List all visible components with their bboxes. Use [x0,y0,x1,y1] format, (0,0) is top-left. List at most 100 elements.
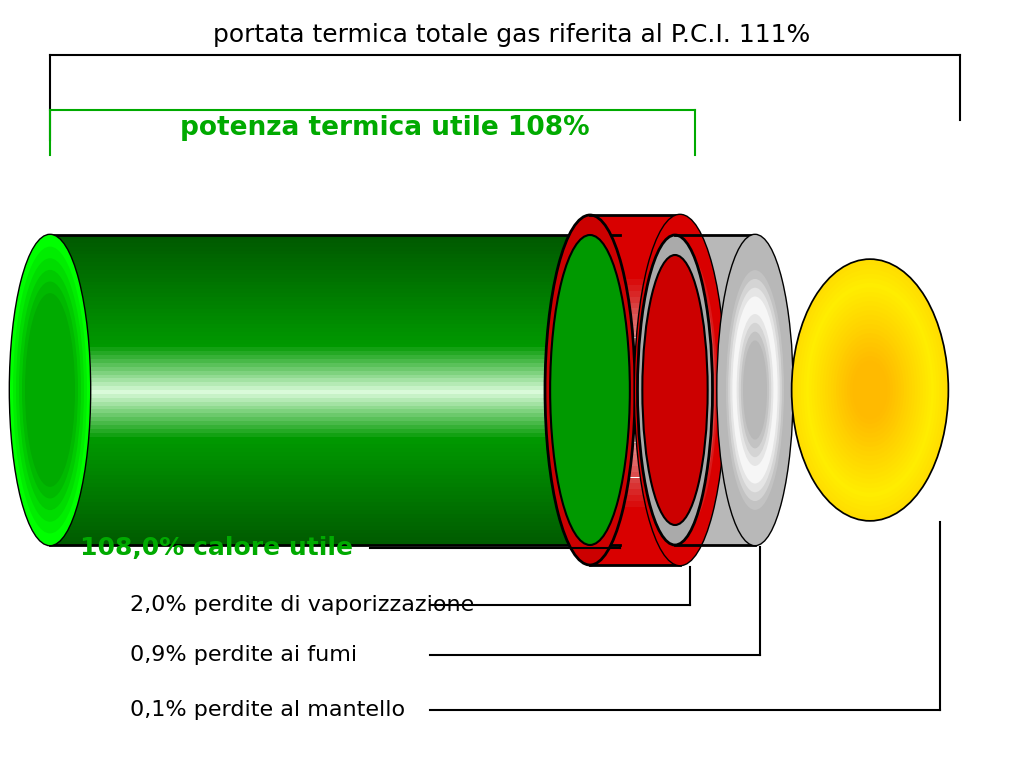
Polygon shape [590,507,680,512]
Ellipse shape [668,341,692,439]
Polygon shape [590,302,680,308]
Ellipse shape [16,259,84,522]
Polygon shape [50,351,620,355]
Polygon shape [50,285,620,289]
Ellipse shape [793,260,947,520]
Ellipse shape [718,235,793,545]
Text: 0,9% perdite ai fumi: 0,9% perdite ai fumi [130,645,357,665]
Polygon shape [590,477,680,483]
Ellipse shape [646,259,714,520]
Polygon shape [675,266,755,273]
Polygon shape [675,452,755,458]
Polygon shape [590,448,680,455]
Polygon shape [675,334,755,341]
Ellipse shape [793,260,947,520]
Polygon shape [50,429,620,433]
Polygon shape [50,456,620,460]
Ellipse shape [25,293,75,487]
Polygon shape [590,349,680,355]
Polygon shape [590,344,680,349]
Ellipse shape [855,366,885,415]
Ellipse shape [806,283,934,497]
Ellipse shape [743,341,767,440]
Polygon shape [590,221,680,226]
Polygon shape [50,243,620,247]
Polygon shape [50,378,620,382]
Ellipse shape [637,223,723,558]
Ellipse shape [638,235,713,545]
Polygon shape [590,465,680,472]
Polygon shape [675,402,755,408]
Ellipse shape [853,361,888,419]
Polygon shape [675,235,755,241]
Polygon shape [590,542,680,547]
Polygon shape [590,373,680,378]
Polygon shape [675,433,755,440]
Ellipse shape [741,332,769,448]
Polygon shape [590,530,680,536]
Ellipse shape [652,282,708,498]
Polygon shape [50,498,620,502]
Ellipse shape [658,305,702,476]
Polygon shape [590,437,680,443]
Polygon shape [675,260,755,266]
Polygon shape [50,293,620,297]
Polygon shape [50,433,620,437]
Polygon shape [50,297,620,301]
Polygon shape [590,273,680,279]
Polygon shape [675,446,755,452]
Polygon shape [590,256,680,262]
Polygon shape [50,281,620,285]
Polygon shape [590,390,680,396]
Polygon shape [50,483,620,487]
Ellipse shape [722,252,788,527]
Polygon shape [50,247,620,251]
Polygon shape [590,308,680,314]
Polygon shape [50,305,620,308]
Ellipse shape [34,328,66,452]
Polygon shape [590,297,680,302]
Ellipse shape [728,279,782,501]
Polygon shape [590,460,680,465]
Polygon shape [675,347,755,353]
Polygon shape [50,289,620,293]
Ellipse shape [656,297,703,483]
Ellipse shape [804,278,937,501]
Polygon shape [675,440,755,446]
Polygon shape [50,401,620,405]
Polygon shape [590,291,680,297]
Polygon shape [675,377,755,383]
Polygon shape [590,384,680,390]
Ellipse shape [19,270,81,510]
Polygon shape [590,524,680,530]
Polygon shape [590,401,680,408]
Polygon shape [590,233,680,238]
Ellipse shape [13,247,87,533]
Ellipse shape [828,319,912,461]
Polygon shape [50,460,620,464]
Polygon shape [50,262,620,266]
Ellipse shape [726,270,784,510]
Polygon shape [675,284,755,291]
Polygon shape [675,465,755,471]
Text: 2,0% perdite di vaporizzazione: 2,0% perdite di vaporizzazione [130,595,474,615]
Polygon shape [50,375,620,378]
Ellipse shape [834,329,906,451]
Polygon shape [590,366,680,373]
Polygon shape [590,355,680,361]
Polygon shape [50,526,620,530]
Polygon shape [50,444,620,448]
Ellipse shape [809,287,931,493]
Polygon shape [675,390,755,396]
Polygon shape [50,382,620,386]
Polygon shape [675,322,755,328]
Polygon shape [50,355,620,359]
Ellipse shape [796,265,945,515]
Ellipse shape [644,252,716,528]
Polygon shape [675,539,755,545]
Ellipse shape [736,314,773,466]
Polygon shape [675,366,755,372]
Polygon shape [675,316,755,322]
Polygon shape [50,324,620,328]
Polygon shape [50,452,620,456]
